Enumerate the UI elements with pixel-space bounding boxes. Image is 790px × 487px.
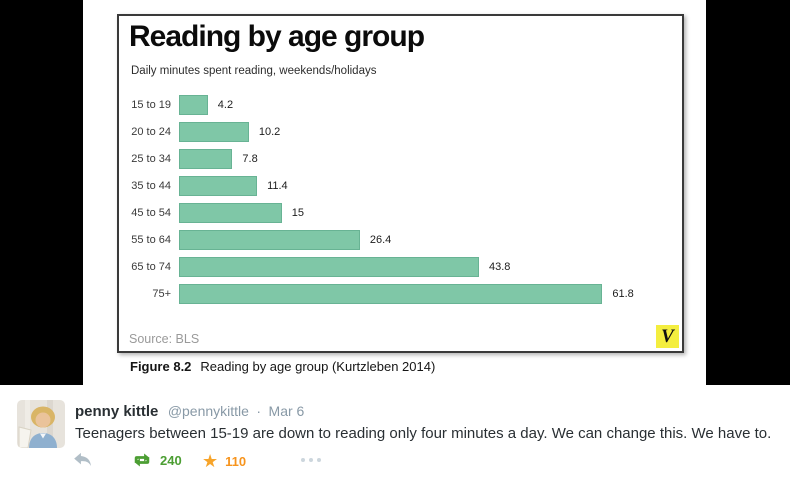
chart-row: 65 to 74 43.8 — [127, 257, 676, 277]
bar-category-label: 35 to 44 — [131, 180, 171, 192]
avatar-image — [17, 400, 65, 448]
more-button[interactable] — [301, 452, 321, 462]
reply-icon — [74, 452, 91, 467]
bar-value: 4.2 — [217, 99, 234, 111]
bar-value: 15 — [291, 207, 304, 219]
tweet-actions: 240 ★ 110 — [73, 452, 373, 472]
bar-value: 61.8 — [612, 288, 634, 300]
bar — [179, 284, 603, 304]
ellipsis-icon — [301, 452, 321, 462]
bar — [179, 230, 360, 250]
bar-value: 10.2 — [258, 126, 281, 138]
favorite-button[interactable]: ★ 110 — [202, 452, 246, 470]
reply-button[interactable] — [73, 452, 92, 468]
chart-row: 15 to 19 4.2 — [127, 95, 676, 115]
bar-category-label: 20 to 24 — [131, 126, 171, 138]
avatar[interactable] — [17, 400, 65, 448]
bar — [179, 149, 233, 169]
bar-value: 11.4 — [267, 180, 288, 192]
bar-category-label: 65 to 74 — [131, 261, 171, 273]
tweet-header: penny kittle @pennykittle · Mar 6 — [75, 403, 304, 421]
embedded-media-image[interactable]: Reading by age group Daily minutes spent… — [0, 0, 790, 385]
chart-row: 75+ 61.8 — [127, 284, 676, 304]
bar-category-label: 75+ — [152, 288, 171, 300]
bar-category-label: 55 to 64 — [131, 234, 171, 246]
chart-title: Reading by age group — [129, 20, 425, 53]
photo-black-band-left — [0, 0, 83, 385]
retweet-icon — [134, 453, 150, 467]
retweet-count: 240 — [160, 452, 182, 468]
bar — [179, 95, 208, 115]
chart-row: 25 to 34 7.8 — [127, 149, 676, 169]
figure-caption: Figure 8.2 Reading by age group (Kurtzleb… — [130, 359, 435, 374]
user-handle[interactable]: @pennykittle — [167, 403, 249, 419]
chart: Reading by age group Daily minutes spent… — [117, 14, 684, 353]
bar-category-label: 25 to 34 — [131, 153, 171, 165]
chart-subtitle: Daily minutes spent reading, weekends/ho… — [131, 65, 377, 77]
chart-row: 35 to 44 11.4 — [127, 176, 676, 196]
chart-source: Source: BLS — [129, 332, 200, 346]
header-separator: · — [256, 403, 262, 419]
figure-text: Reading by age group (Kurtzleben 2014) — [200, 359, 436, 374]
chart-row: 20 to 24 10.2 — [127, 122, 676, 142]
bar — [179, 257, 480, 277]
chart-row: 55 to 64 26.4 — [127, 230, 676, 250]
star-icon: ★ — [202, 451, 219, 471]
bar — [179, 176, 258, 196]
figure-label: Figure 8.2 — [130, 359, 192, 374]
retweet-button[interactable]: 240 — [131, 452, 182, 468]
chart-row: 45 to 54 15 — [127, 203, 676, 223]
timestamp[interactable]: Mar 6 — [268, 403, 305, 419]
bar-category-label: 45 to 54 — [131, 207, 171, 219]
bar-category-label: 15 to 19 — [131, 99, 171, 111]
bar — [179, 203, 282, 223]
chart-rows: 15 to 19 4.2 20 to 24 10.2 25 to 34 7.8 35 to … — [127, 95, 676, 311]
favorite-count: 110 — [225, 453, 247, 469]
bar-value: 26.4 — [369, 234, 392, 246]
bar — [179, 122, 249, 142]
bar-value: 43.8 — [489, 261, 511, 273]
display-name[interactable]: penny kittle — [75, 403, 159, 420]
bar-value: 7.8 — [242, 153, 258, 165]
tweet-text: Teenagers between 15-19 are down to read… — [75, 425, 772, 442]
photo-black-band-right — [706, 0, 790, 385]
vox-logo: V — [656, 325, 679, 348]
